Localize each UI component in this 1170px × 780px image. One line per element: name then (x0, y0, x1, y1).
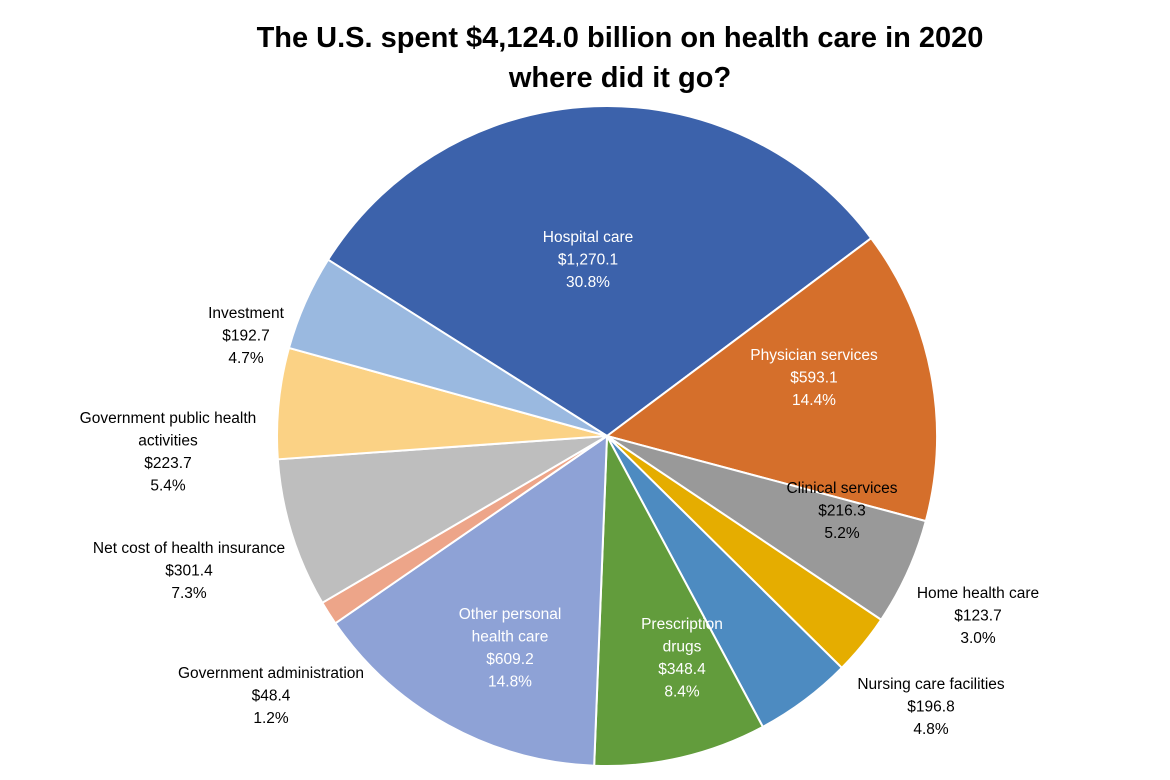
data-label-line: Investment (208, 305, 285, 322)
data-label-line: Home health care (917, 585, 1039, 602)
data-label-home-health-care: Home health care $123.7 3.0% (917, 585, 1039, 647)
data-label-physician-services: Physician services $593.1 14.4% (750, 347, 878, 409)
data-label-line: Hospital care (543, 229, 633, 246)
data-label-line: 14.4% (792, 392, 836, 409)
data-label-line: $348.4 (658, 661, 706, 678)
data-label-net-cost-of-health-insurance: Net cost of health insurance $301.4 7.3% (93, 540, 285, 602)
data-label-line: health care (472, 629, 549, 646)
data-label-other-personal-health-care: Other personal health care $609.2 14.8% (459, 606, 562, 691)
pie-slice-physician-services (606, 237, 938, 523)
pie-slices (276, 105, 938, 767)
data-label-line: $223.7 (144, 455, 191, 472)
data-label-line: activities (138, 433, 198, 450)
data-label-line: 8.4% (664, 684, 700, 701)
data-label-line: $196.8 (907, 699, 954, 716)
data-label-line: $593.1 (790, 370, 837, 387)
pie-slice-investment (287, 258, 608, 437)
data-label-line: drugs (663, 639, 702, 656)
data-label-line: 5.4% (150, 478, 186, 495)
data-label-line: Prescription (641, 616, 723, 633)
pie-slice-hospital-care (327, 105, 873, 437)
data-label-line: Government public health (80, 410, 257, 427)
data-label-line: 4.7% (228, 350, 264, 367)
chart-title-line-1: The U.S. spent $4,124.0 billion on healt… (256, 22, 984, 54)
data-label-government-administration: Government administration $48.4 1.2% (178, 665, 364, 727)
data-label-line: 14.8% (488, 674, 532, 691)
data-label-line: Government administration (178, 665, 364, 682)
data-label-line: 5.2% (824, 525, 860, 542)
data-label-line: Clinical services (786, 480, 897, 497)
data-label-line: 30.8% (566, 274, 610, 291)
pie-slice-other-personal-health-care (334, 435, 608, 767)
chart-subtitle: where did it go? (508, 62, 732, 94)
data-label-line: $301.4 (165, 563, 213, 580)
data-label-line: $48.4 (252, 688, 291, 705)
data-label-line: 1.2% (253, 710, 289, 727)
data-label-line: Other personal (459, 606, 562, 623)
data-label-line: $609.2 (486, 651, 533, 668)
data-label-line: $192.7 (222, 328, 269, 345)
chart-title: The U.S. spent $4,124.0 billion on healt… (0, 18, 1170, 98)
data-label-government-public-health-activities: Government public health activities $223.7… (80, 410, 257, 495)
data-label-line: $216.3 (818, 503, 865, 520)
data-label-line: 4.8% (913, 721, 949, 738)
data-label-hospital-care: Hospital care $1,270.1 30.8% (543, 229, 633, 291)
data-label-line: Net cost of health insurance (93, 540, 285, 557)
data-label-line: $123.7 (954, 608, 1001, 625)
data-label-line: Physician services (750, 347, 878, 364)
data-label-nursing-care-facilities: Nursing care facilities $196.8 4.8% (857, 676, 1005, 738)
pie-data-labels: Hospital care $1,270.1 30.8% Physician serv… (80, 229, 1039, 738)
data-label-line: 7.3% (171, 585, 207, 602)
data-label-clinical-services: Clinical services $216.3 5.2% (786, 480, 897, 542)
data-label-investment: Investment $192.7 4.7% (208, 305, 285, 367)
data-label-line: Nursing care facilities (857, 676, 1005, 693)
pie-slice-net-cost-of-health-insurance (276, 435, 608, 604)
data-label-line: 3.0% (960, 630, 996, 647)
data-label-prescription-drugs: Prescription drugs $348.4 8.4% (641, 616, 723, 701)
pie-slice-prescription-drugs (593, 435, 764, 767)
data-label-line: $1,270.1 (558, 252, 618, 269)
